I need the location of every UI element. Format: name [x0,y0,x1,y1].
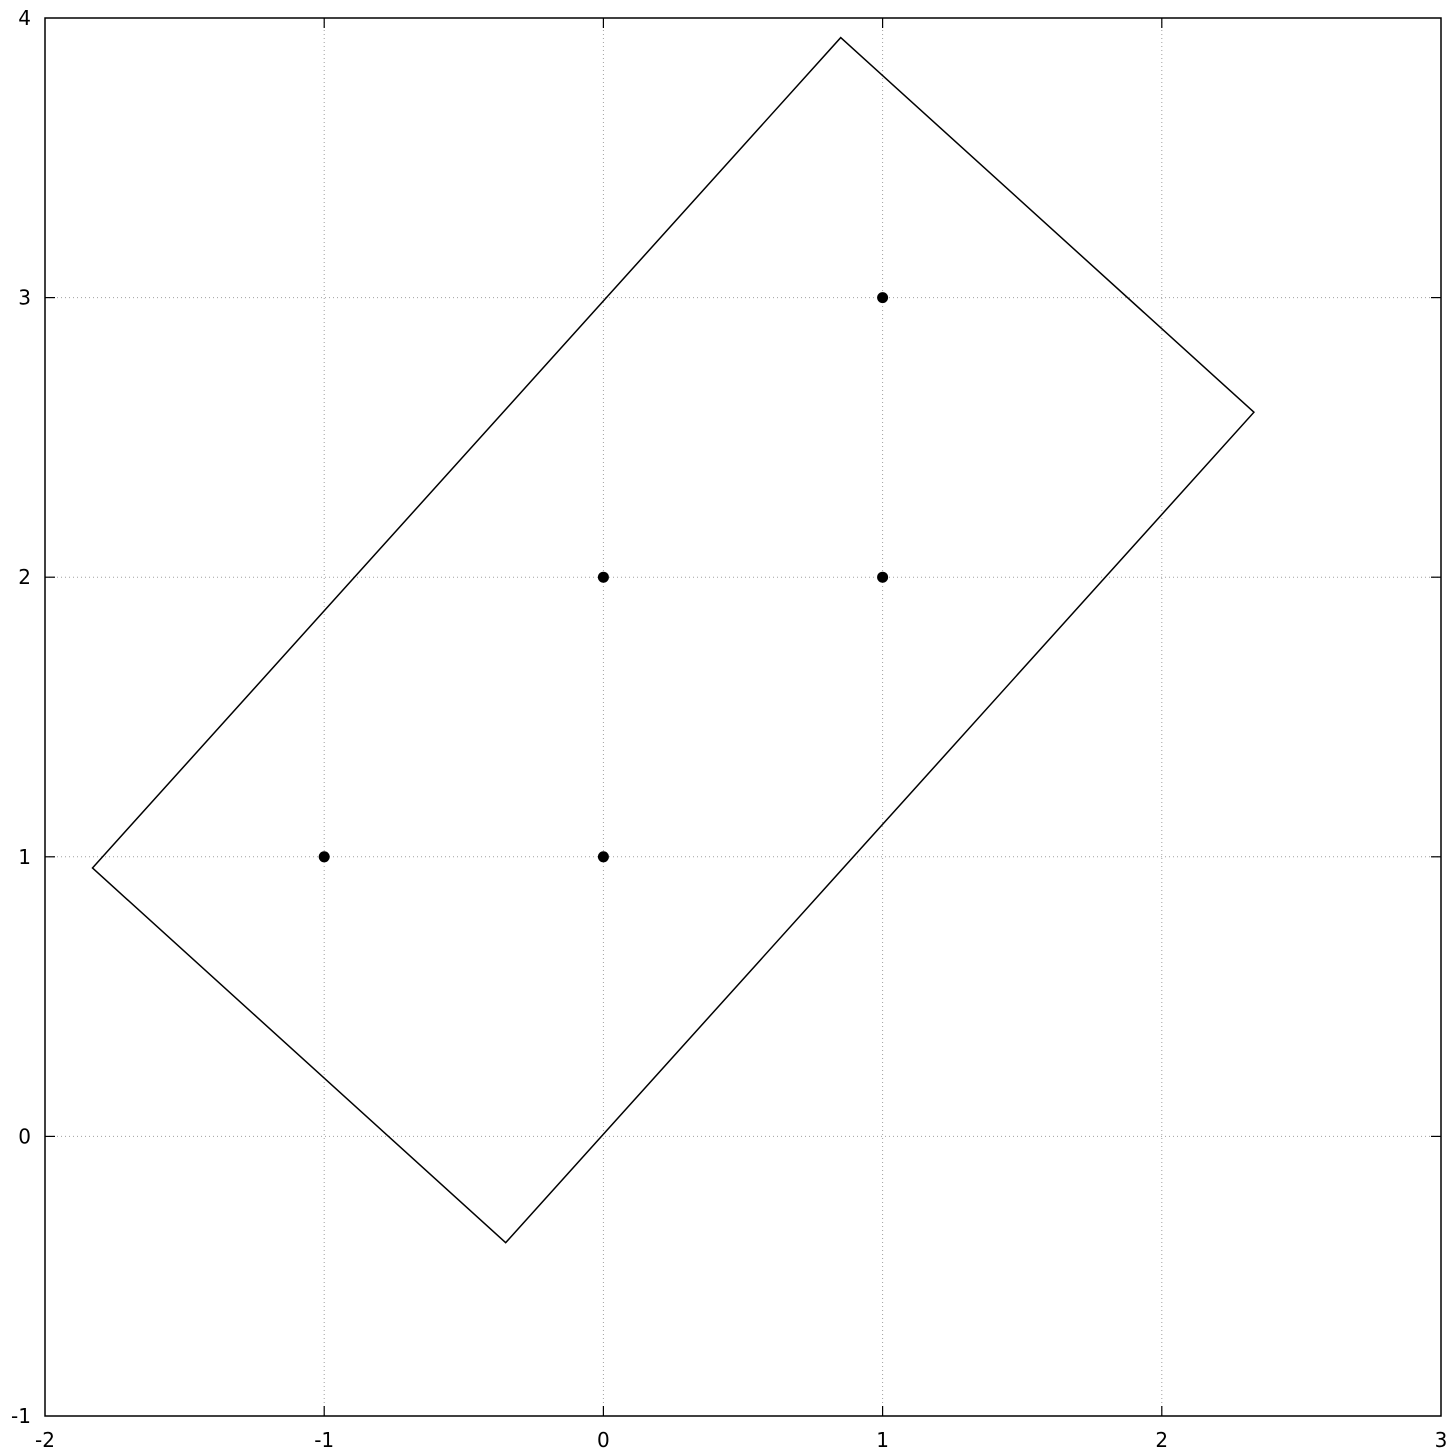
plot-frame [44,17,1442,1417]
plot-series [91,36,1255,1244]
x-tick-label: -1 [314,1428,334,1452]
grid-lines [45,18,1441,1416]
tick-marks [45,18,1441,1416]
data-point [877,292,889,304]
y-tick-label: 2 [18,565,31,589]
y-tick-label: -1 [11,1404,31,1428]
y-tick-labels: -1 0 1 2 3 4 [11,6,31,1428]
data-point [597,571,609,583]
x-tick-label: -2 [35,1428,55,1452]
x-tick-label: 2 [1155,1428,1168,1452]
y-tick-label: 3 [18,286,31,310]
x-tick-label: 1 [876,1428,889,1452]
data-point [877,571,889,583]
rectangle-outline [91,36,1255,1244]
y-tick-label: 4 [18,6,31,30]
data-point [318,851,330,863]
x-tick-label: 0 [597,1428,610,1452]
x-tick-label: 3 [1435,1428,1448,1452]
x-tick-labels: -2 -1 0 1 2 3 [35,1428,1447,1452]
y-tick-label: 1 [18,845,31,869]
y-tick-label: 0 [18,1124,31,1148]
data-point [597,851,609,863]
